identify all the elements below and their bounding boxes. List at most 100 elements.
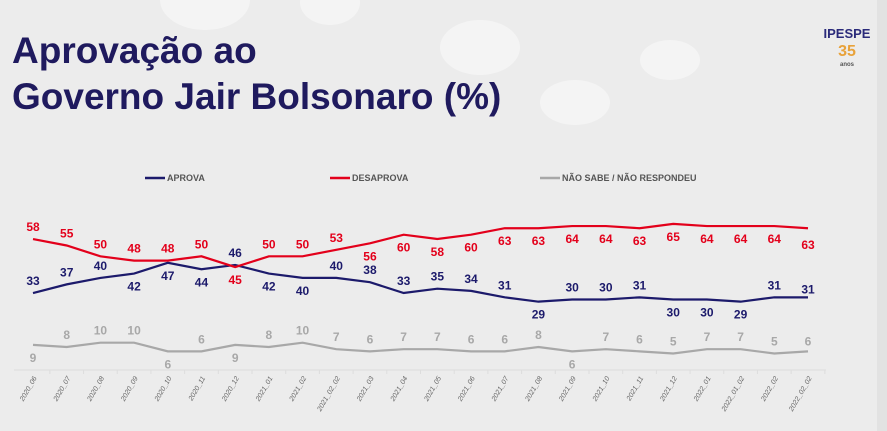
data-label: 33 [26, 274, 40, 288]
data-label: 10 [94, 324, 108, 338]
data-label: 63 [633, 234, 647, 248]
x-tick-label: 2021_09 [558, 375, 578, 403]
data-label: 40 [94, 259, 108, 273]
data-label: 58 [26, 220, 40, 234]
data-label: 6 [198, 332, 205, 346]
data-label: 29 [532, 308, 546, 322]
data-label: 5 [670, 335, 677, 349]
data-label: 10 [296, 324, 310, 338]
data-label: 64 [768, 232, 782, 246]
x-tick-label: 2020_09 [120, 375, 140, 403]
data-label: 7 [434, 330, 441, 344]
data-label: 30 [700, 306, 714, 320]
data-label: 6 [805, 334, 812, 348]
data-label: 50 [262, 237, 276, 251]
x-tick-label: 2021_03 [355, 375, 375, 403]
x-tick-label: 2021_07 [490, 375, 511, 404]
data-label: 31 [801, 282, 815, 296]
ipespe-logo: IPESPE 35 anos [819, 10, 875, 69]
data-label: 64 [734, 232, 748, 246]
x-tick-label: 2022_01 [692, 375, 712, 403]
legend-label: DESAPROVA [352, 173, 409, 183]
data-label: 38 [363, 263, 377, 277]
data-label: 42 [127, 280, 141, 294]
x-tick-label: 2020_11 [187, 375, 207, 403]
title-line-1: Aprovação ao [12, 30, 257, 71]
data-label: 7 [602, 330, 609, 344]
page-title: Aprovação ao Governo Jair Bolsonaro (%) [12, 28, 501, 120]
data-label: 50 [195, 237, 209, 251]
data-label: 53 [330, 231, 344, 245]
series-line [32, 261, 808, 303]
data-label: 6 [367, 332, 374, 346]
x-tick-label: 2022_02 [760, 375, 780, 403]
data-label: 34 [464, 272, 478, 286]
data-label: 40 [296, 284, 310, 298]
data-label: 44 [195, 275, 209, 289]
data-label: 64 [565, 232, 579, 246]
data-label: 7 [333, 330, 340, 344]
x-tick-label: 2021_10 [591, 375, 611, 403]
data-label: 64 [700, 232, 714, 246]
decor-bubble [640, 40, 700, 80]
data-label: 47 [161, 269, 175, 283]
x-tick-label: 2021_12 [659, 375, 679, 403]
data-label: 50 [296, 237, 310, 251]
data-label: 46 [228, 246, 242, 260]
x-tick-label: 2021_02_02 [316, 375, 342, 413]
decor-bubble [540, 80, 610, 125]
data-label: 6 [164, 357, 171, 371]
scrollbar [877, 0, 887, 431]
data-label: 64 [599, 232, 613, 246]
logo-number: 35 [838, 43, 856, 60]
x-tick-label: 2022_02_02 [788, 375, 814, 413]
data-label: 6 [569, 357, 576, 371]
data-label: 37 [60, 265, 74, 279]
data-label: 48 [161, 242, 175, 256]
logo-sub: anos [839, 62, 854, 68]
data-label: 58 [431, 245, 445, 259]
x-tick-label: 2021_06 [457, 375, 477, 403]
data-label: 8 [266, 328, 273, 342]
data-label: 7 [704, 330, 711, 344]
data-label: 8 [63, 328, 70, 342]
data-label: 50 [94, 237, 108, 251]
data-label: 63 [498, 234, 512, 248]
data-label: 6 [468, 332, 475, 346]
x-tick-label: 2021_02 [288, 375, 308, 403]
data-label: 8 [535, 328, 542, 342]
data-label: 48 [127, 242, 141, 256]
data-label: 35 [431, 270, 445, 284]
data-label: 55 [60, 227, 74, 241]
data-label: 63 [532, 234, 546, 248]
data-label: 31 [633, 278, 647, 292]
x-tick-label: 2021_08 [524, 375, 544, 403]
data-label: 65 [667, 230, 681, 244]
x-tick-label: 2020_08 [86, 375, 106, 403]
data-label: 33 [397, 274, 411, 288]
x-tick-label: 2021_11 [625, 375, 645, 403]
x-tick-label: 2020_12 [221, 375, 241, 403]
x-tick-label: 2021_04 [389, 375, 409, 403]
data-label: 30 [599, 281, 613, 295]
data-label: 6 [501, 332, 508, 346]
x-tick-label: 2020_06 [19, 375, 39, 403]
data-label: 31 [498, 278, 512, 292]
data-label: 6 [636, 332, 643, 346]
data-label: 7 [737, 330, 744, 344]
data-label: 10 [127, 324, 141, 338]
data-label: 56 [363, 249, 377, 263]
logo-name: IPESPE [823, 26, 871, 41]
data-label: 31 [768, 278, 782, 292]
data-label: 63 [801, 238, 815, 252]
data-label: 7 [400, 330, 407, 344]
decor-bubble [440, 20, 520, 75]
x-tick-label: 2022_01_02 [720, 375, 746, 413]
legend-label: NÃO SABE / NÃO RESPONDEU [562, 173, 697, 183]
data-label: 45 [228, 273, 242, 287]
x-tick-label: 2020_07 [52, 375, 73, 404]
x-tick-label: 2021_05 [423, 375, 443, 403]
x-tick-label: 2021_01 [254, 375, 274, 403]
data-label: 40 [330, 259, 344, 273]
data-label: 42 [262, 280, 276, 294]
